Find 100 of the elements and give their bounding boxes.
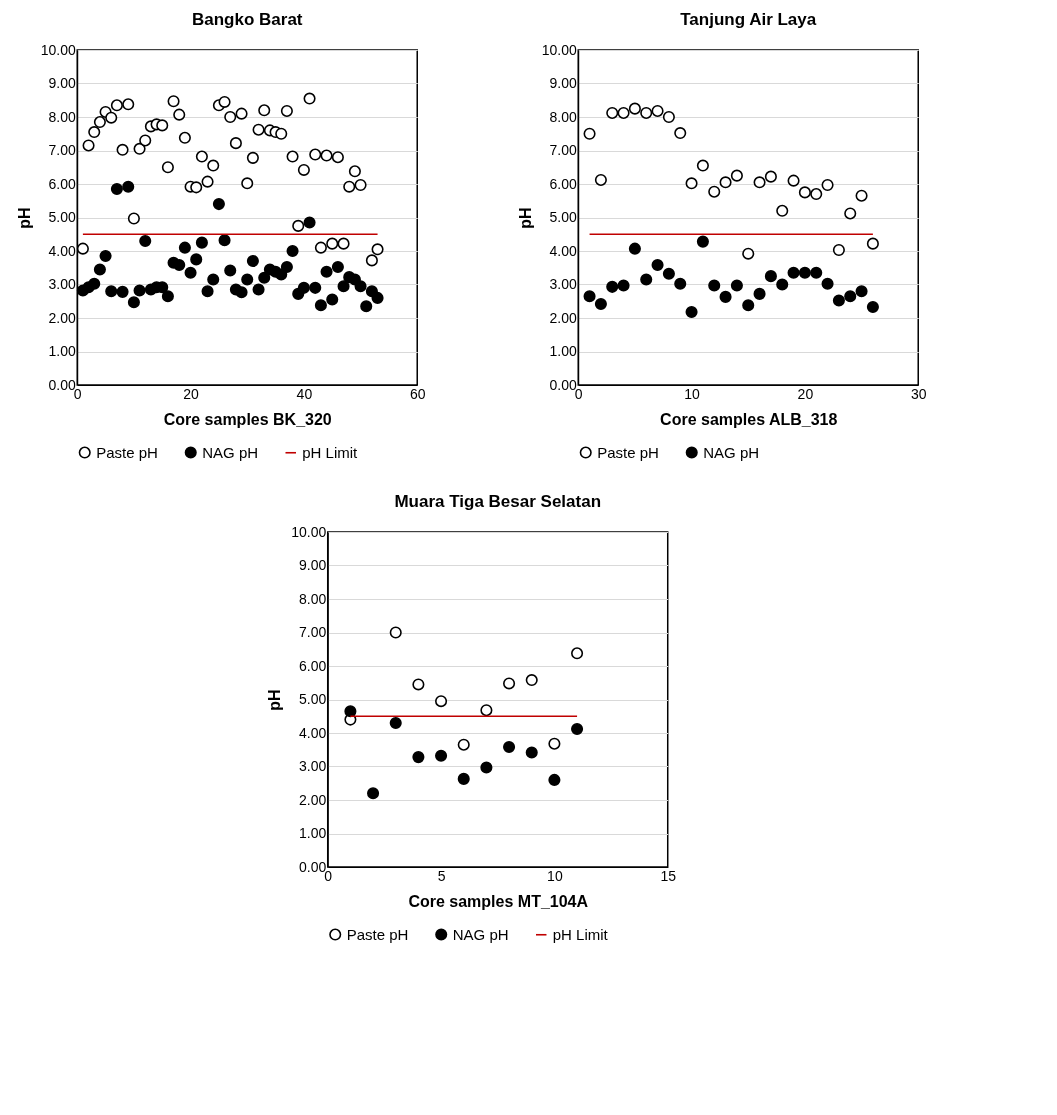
point (93, 263, 106, 276)
point (207, 159, 220, 172)
y-tick-label: 8.00 (48, 108, 76, 125)
point (326, 237, 339, 250)
x-tick-label: 60 (409, 385, 426, 402)
point (662, 267, 675, 280)
point (178, 241, 191, 254)
legend-label: Paste pH (597, 443, 659, 461)
y-tick-label: 8.00 (549, 108, 577, 125)
legend-label: NAG pH (703, 443, 760, 461)
point (628, 102, 641, 115)
y-tick-label: 10.00 (40, 41, 76, 58)
point (314, 241, 327, 254)
point (753, 176, 766, 189)
point (696, 235, 709, 248)
point (184, 266, 197, 279)
point (235, 286, 248, 299)
point (190, 253, 203, 266)
point (218, 234, 231, 247)
point (866, 237, 879, 250)
point (252, 123, 265, 136)
point (88, 277, 101, 290)
point (309, 281, 322, 294)
point (354, 178, 367, 192)
point (195, 236, 208, 249)
point (292, 219, 305, 232)
point (708, 185, 721, 198)
x-tick-label: 40 (296, 385, 313, 402)
point (617, 279, 630, 292)
point (201, 285, 214, 298)
x-tick-label: 20 (183, 385, 200, 402)
point (314, 299, 327, 312)
point (76, 242, 89, 255)
point (224, 264, 237, 277)
point (252, 283, 265, 296)
point (435, 695, 448, 708)
point (326, 293, 339, 306)
point (764, 170, 777, 183)
x-axis-title: Core samples BK_320 (163, 410, 332, 428)
point (371, 291, 384, 304)
x-tick-label: 5 (437, 867, 446, 884)
point (127, 212, 140, 225)
point (844, 207, 857, 220)
point (122, 180, 135, 193)
point (212, 198, 225, 211)
point (674, 277, 687, 290)
point (685, 305, 698, 318)
y-tick-label: 10.00 (541, 41, 577, 58)
point (190, 181, 203, 194)
point (275, 127, 288, 140)
y-tick-label: 5.00 (549, 209, 577, 225)
point (348, 165, 361, 178)
point (309, 148, 322, 161)
point (480, 704, 493, 717)
legend-label: pH Limit (552, 925, 609, 943)
y-axis-title: pH (266, 689, 284, 711)
y-tick-label: 6.00 (48, 175, 76, 192)
point (258, 271, 271, 284)
point (178, 131, 191, 144)
point (730, 279, 743, 292)
point (457, 772, 470, 785)
point (286, 244, 299, 258)
y-tick-label: 1.00 (549, 343, 577, 359)
y-tick-label: 7.00 (48, 142, 76, 158)
point (320, 149, 333, 162)
point (798, 186, 811, 199)
point (503, 741, 516, 754)
point (235, 107, 248, 120)
point (571, 722, 584, 736)
point (354, 280, 367, 293)
point (246, 151, 259, 164)
y-tick-label: 4.00 (549, 242, 577, 259)
point (280, 261, 293, 274)
point (776, 204, 789, 217)
point (389, 716, 402, 729)
point (161, 290, 174, 303)
y-tick-label: 3.00 (298, 758, 327, 774)
point (787, 266, 800, 279)
point (241, 273, 254, 286)
point (662, 110, 675, 124)
point (88, 126, 101, 139)
point (82, 139, 95, 152)
point (93, 115, 106, 129)
point (139, 134, 152, 147)
point (764, 270, 777, 283)
legend-label: Paste pH (96, 443, 158, 461)
point (651, 104, 664, 117)
y-axis-title: pH (516, 207, 534, 229)
point (571, 647, 584, 660)
point (435, 749, 448, 762)
chart-title: Tanjung Air Laya (680, 10, 817, 29)
point (821, 277, 834, 290)
point (753, 287, 766, 300)
point (258, 104, 271, 117)
point (617, 106, 630, 120)
point (742, 247, 755, 260)
point (389, 626, 402, 639)
point (207, 273, 220, 286)
point (606, 280, 619, 293)
point (776, 278, 789, 291)
